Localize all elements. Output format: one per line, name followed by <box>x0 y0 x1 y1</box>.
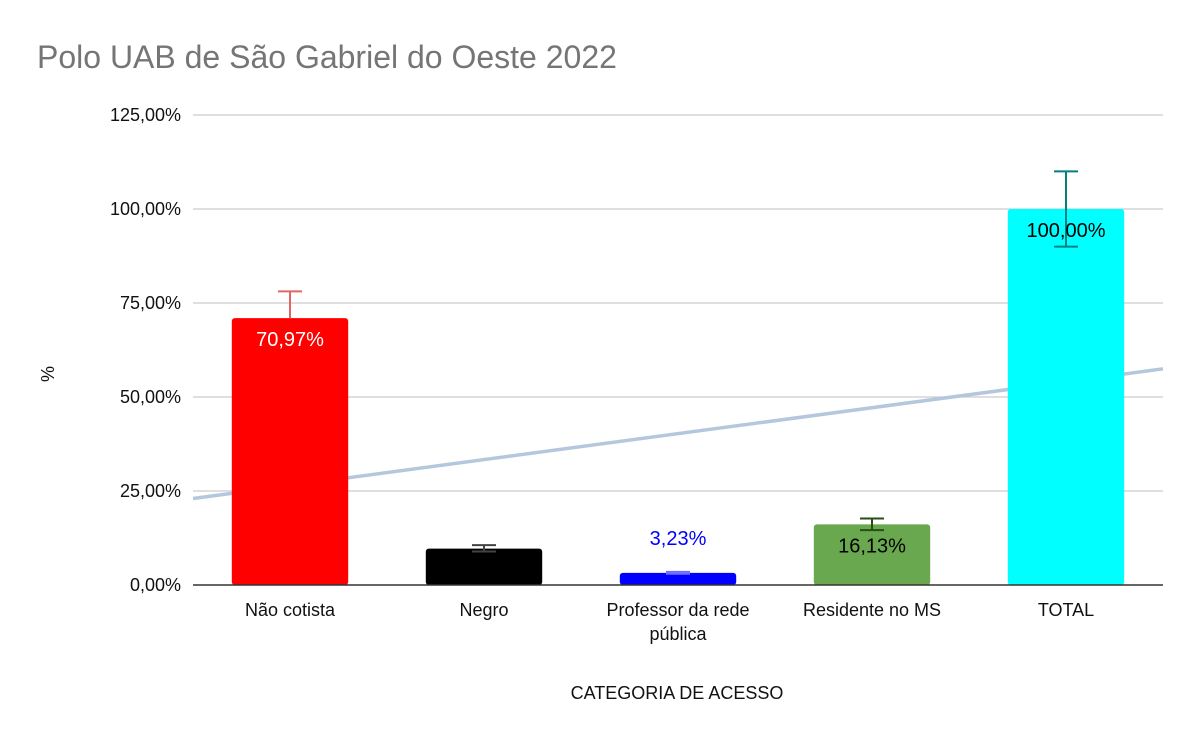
bars <box>231 209 1125 585</box>
x-axis-categories: Não cotista Negro Professor da rede pública… <box>245 600 1094 644</box>
bar <box>619 572 737 585</box>
bar <box>813 524 931 585</box>
y-tick-label: 75,00% <box>120 293 181 313</box>
trendline-group <box>192 367 1164 501</box>
data-label: 9,68% <box>456 504 513 526</box>
trendline <box>192 367 1164 501</box>
data-label: 100,00% <box>1027 220 1106 242</box>
chart-title: Polo UAB de São Gabriel do Oeste 2022 <box>37 39 617 75</box>
x-axis-title: CATEGORIA DE ACESSO <box>571 683 784 703</box>
data-label: 16,13% <box>838 535 906 557</box>
data-label: 3,23% <box>650 528 707 550</box>
y-tick-label: 125,00% <box>110 105 181 125</box>
x-tick-label: Não cotista <box>245 600 336 620</box>
y-tick-label: 0,00% <box>130 575 181 595</box>
y-axis-ticks: 0,00% 25,00% 50,00% 75,00% 100,00% 125,00% <box>110 105 181 595</box>
error-bars <box>278 170 1078 575</box>
x-tick-label: pública <box>649 624 707 644</box>
bar <box>425 548 543 585</box>
bar <box>1007 209 1125 585</box>
x-tick-label: Professor da rede <box>606 600 749 620</box>
bar <box>231 318 349 585</box>
x-tick-label: Residente no MS <box>803 600 941 620</box>
y-tick-label: 100,00% <box>110 199 181 219</box>
y-tick-label: 50,00% <box>120 387 181 407</box>
x-tick-label: Negro <box>459 600 508 620</box>
x-tick-label: TOTAL <box>1038 600 1094 620</box>
y-tick-label: 25,00% <box>120 481 181 501</box>
y-axis-title: % <box>38 366 58 382</box>
gridlines <box>193 114 1163 492</box>
data-labels: 70,97% 9,68% 3,23% 16,13% 100,00% <box>256 220 1106 557</box>
data-label: 70,97% <box>256 329 324 351</box>
